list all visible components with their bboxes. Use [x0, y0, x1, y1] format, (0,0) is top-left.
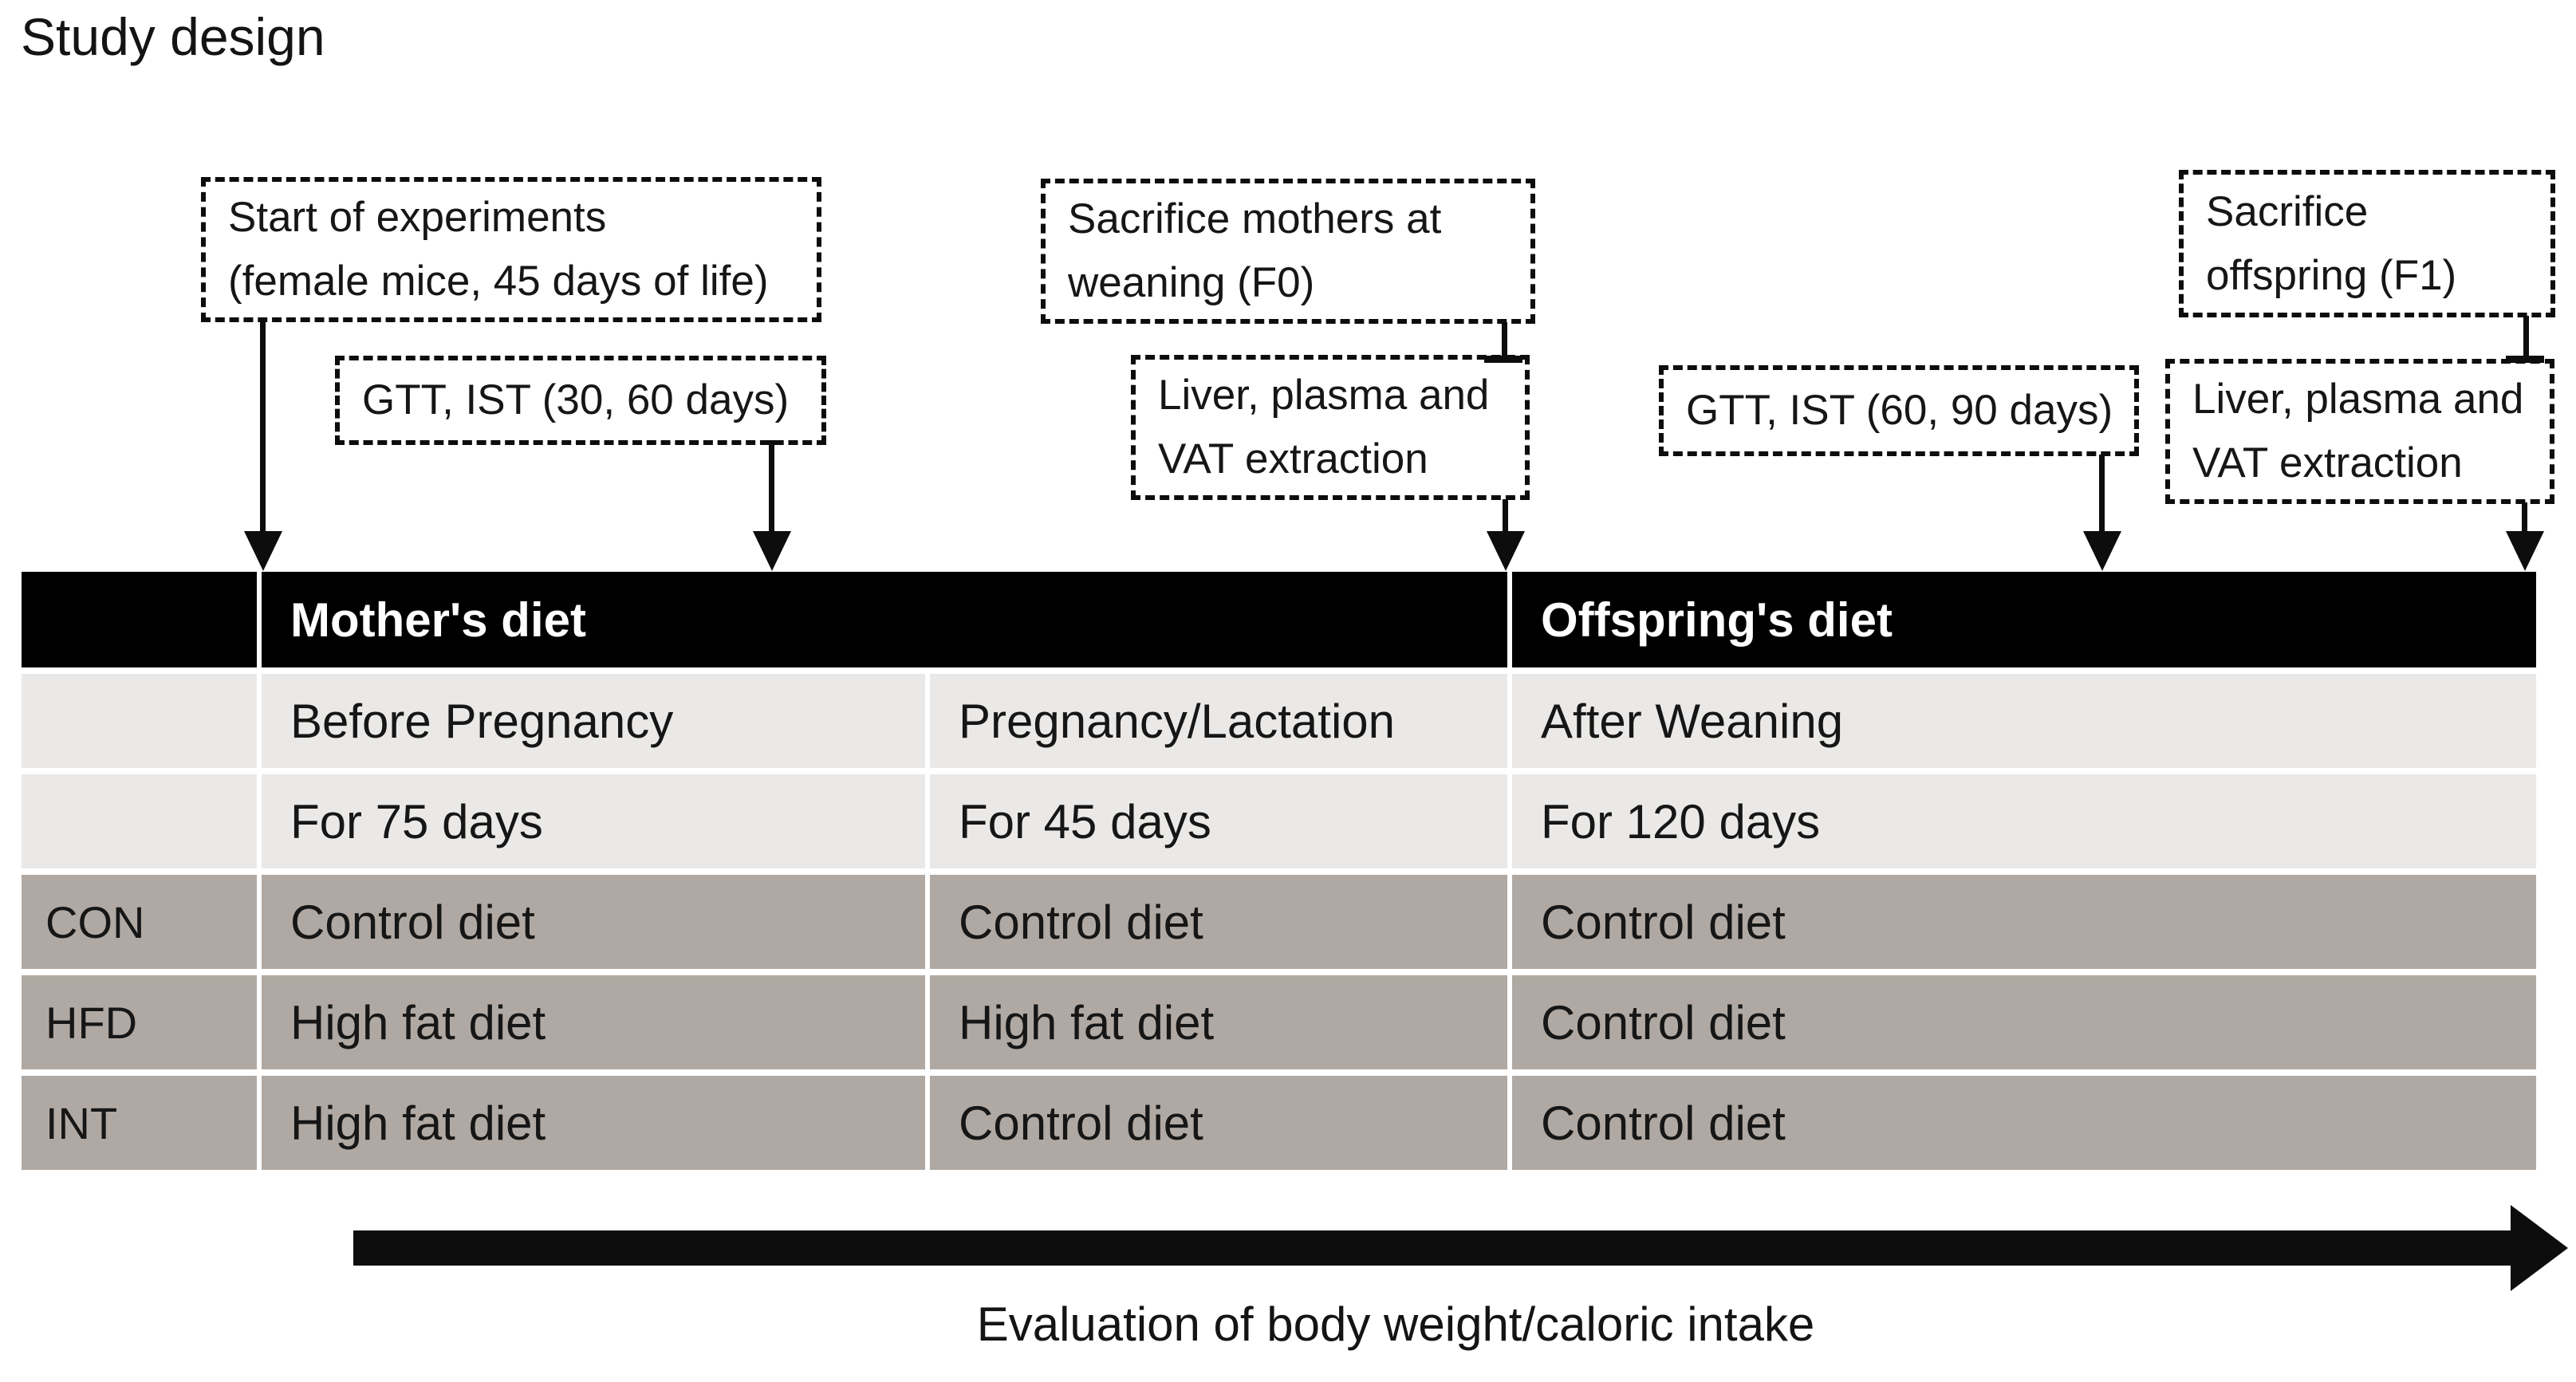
callout-line: Sacrifice mothers at: [1068, 195, 1442, 242]
down-arrow-extraction-f1-head-icon: [2506, 531, 2544, 571]
diet-cell: Control diet: [930, 1076, 1507, 1170]
callout-line: offspring (F1): [2206, 251, 2457, 299]
timeline-arrow-bar: [353, 1230, 2511, 1266]
down-arrow-gtt-offspring-line: [2099, 455, 2105, 533]
down-arrow-start-head-icon: [244, 531, 282, 571]
row-label-cell-empty: [22, 774, 257, 868]
callout-line: (female mice, 45 days of life): [228, 258, 769, 305]
duration-cell: For 75 days: [262, 774, 925, 868]
table-row-hfd: HFD High fat diet High fat diet Control …: [22, 975, 2536, 1069]
callout-line: GTT, IST (30, 60 days): [362, 376, 790, 423]
callout-line: GTT, IST (60, 90 days): [1686, 387, 2113, 434]
connector-f1-line: [2523, 316, 2529, 360]
callout-line: Liver, plasma and: [1158, 372, 1490, 419]
callout-line: Sacrifice: [2206, 187, 2369, 235]
diet-cell: High fat diet: [930, 975, 1507, 1069]
connector-f1-cap: [2506, 356, 2544, 363]
diet-cell: Control diet: [1512, 875, 2536, 969]
timeline-arrow-head-icon: [2511, 1205, 2568, 1291]
header-cell-offsprings-diet: Offspring's diet: [1512, 572, 2536, 667]
row-label-cell-empty: [22, 674, 257, 768]
down-arrow-extraction-f0-line: [1503, 499, 1508, 533]
callout-line: VAT extraction: [2192, 439, 2463, 486]
callout-line: VAT extraction: [1158, 435, 1428, 482]
table-row-con: CON Control diet Control diet Control di…: [22, 875, 2536, 969]
callout-start-of-experiments: Start of experiments (female mice, 45 da…: [201, 177, 821, 322]
table-phase-row: Before Pregnancy Pregnancy/Lactation Aft…: [22, 674, 2536, 768]
table-row-int: INT High fat diet Control diet Control d…: [22, 1076, 2536, 1170]
down-arrow-gtt-offspring-head-icon: [2083, 531, 2121, 571]
callout-gtt-ist-mothers: GTT, IST (30, 60 days): [335, 356, 826, 445]
phase-cell: Before Pregnancy: [262, 674, 925, 768]
callout-extraction-f1: Liver, plasma and VAT extraction: [2165, 359, 2554, 504]
phase-cell: After Weaning: [1512, 674, 2536, 768]
group-label: CON: [22, 875, 257, 969]
group-label: INT: [22, 1076, 257, 1170]
callout-line: Liver, plasma and: [2192, 376, 2524, 423]
diet-cell: High fat diet: [262, 1076, 925, 1170]
header-cell-empty: [22, 572, 257, 667]
diet-cell: Control diet: [262, 875, 925, 969]
callout-line: weaning (F0): [1068, 259, 1315, 306]
callout-extraction-f0: Liver, plasma and VAT extraction: [1131, 355, 1530, 500]
connector-f0-line: [1502, 322, 1507, 360]
callout-line: Start of experiments: [228, 194, 607, 241]
callout-gtt-ist-offspring: GTT, IST (60, 90 days): [1659, 365, 2139, 456]
down-arrow-gtt-mothers-line: [769, 440, 774, 533]
diet-cell: Control diet: [1512, 975, 2536, 1069]
down-arrow-extraction-f0-head-icon: [1487, 531, 1525, 571]
timeline-caption: Evaluation of body weight/caloric intake: [976, 1297, 1815, 1351]
diet-cell: Control diet: [1512, 1076, 2536, 1170]
connector-f0-cap: [1484, 356, 1522, 363]
callout-sacrifice-mothers: Sacrifice mothers at weaning (F0): [1041, 179, 1535, 324]
diet-cell: Control diet: [930, 875, 1507, 969]
down-arrow-gtt-mothers-head-icon: [753, 531, 791, 571]
phase-cell: Pregnancy/Lactation: [930, 674, 1507, 768]
down-arrow-start-line: [260, 322, 266, 533]
table-header-row: Mother's diet Offspring's diet: [22, 572, 2536, 667]
table-duration-row: For 75 days For 45 days For 120 days: [22, 774, 2536, 868]
header-cell-mothers-diet: Mother's diet: [262, 572, 1507, 667]
group-label: HFD: [22, 975, 257, 1069]
callout-sacrifice-offspring: Sacrifice offspring (F1): [2179, 170, 2555, 317]
duration-cell: For 45 days: [930, 774, 1507, 868]
figure-title: Study design: [21, 7, 325, 66]
diet-cell: High fat diet: [262, 975, 925, 1069]
duration-cell: For 120 days: [1512, 774, 2536, 868]
down-arrow-extraction-f1-line: [2522, 502, 2527, 533]
